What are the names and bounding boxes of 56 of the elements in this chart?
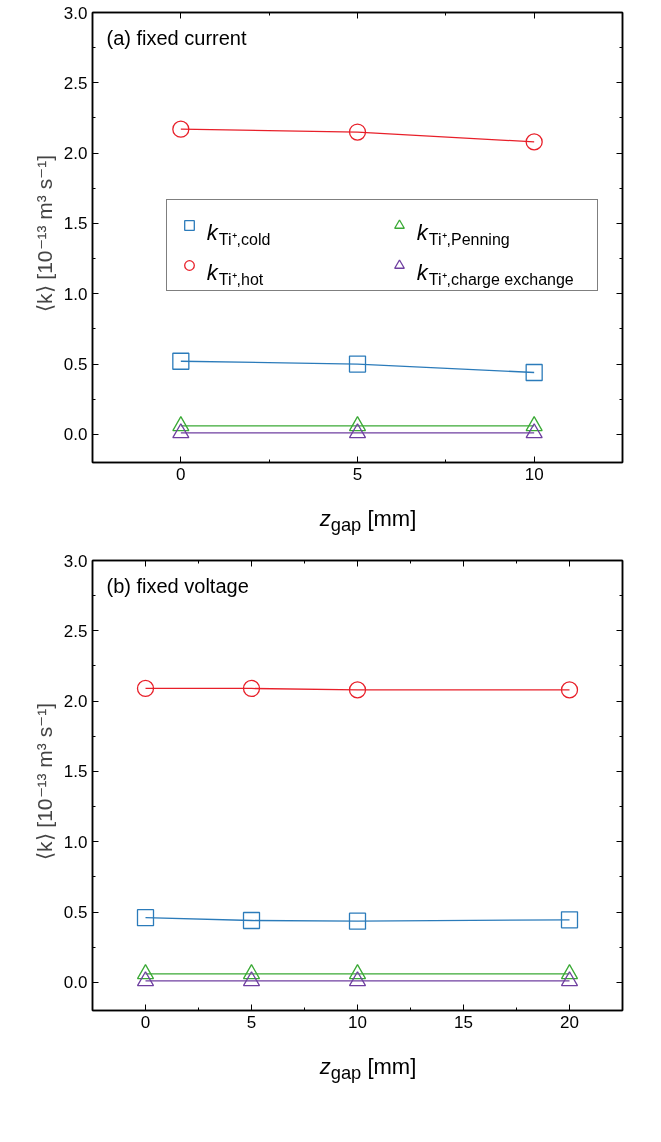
y-tick-label: 2.0 [63, 144, 88, 164]
y-tick-label: 1.5 [63, 762, 88, 782]
point [172, 352, 190, 370]
point [348, 964, 367, 980]
y-tick-label: 0.0 [63, 973, 88, 993]
y-tick-label: 2.0 [63, 692, 88, 712]
point [560, 681, 579, 699]
point [525, 363, 543, 382]
x-tick-label: 0 [176, 464, 186, 484]
y-tick-label: 2.5 [63, 73, 88, 93]
x-tick-label: 15 [454, 1012, 473, 1032]
point [348, 355, 367, 373]
point [136, 679, 155, 698]
y-tick-label: 1.5 [63, 214, 88, 234]
point [136, 909, 155, 927]
point [136, 964, 155, 980]
point [525, 416, 543, 432]
point [136, 971, 155, 987]
y-axis-title: ⟨k⟩ [10⁻¹³ m³ s⁻¹] [32, 703, 56, 860]
text: (b) fixed voltage [106, 574, 249, 597]
point [242, 911, 261, 930]
point [348, 681, 367, 699]
x-axis-title: z$_{gap}$ [mm] [319, 1053, 417, 1086]
x-tick-label: 20 [560, 1012, 579, 1032]
point [348, 971, 367, 987]
point [172, 120, 190, 138]
point [348, 423, 367, 439]
x-axis-title: z$_{gap}$ [mm] [319, 505, 417, 538]
point [560, 964, 579, 980]
point [525, 133, 543, 151]
x-tick-label: 5 [246, 1012, 257, 1032]
point [172, 423, 190, 439]
point [560, 971, 579, 987]
y-tick-label: 1.0 [63, 284, 88, 304]
point [348, 123, 367, 141]
y-tick-label: 3.0 [63, 3, 88, 23]
point [242, 971, 261, 987]
y-tick-label: 2.5 [63, 621, 88, 641]
point [348, 912, 367, 930]
x-tick-label: 0 [140, 1012, 151, 1032]
point [525, 423, 543, 439]
y-tick-label: 1.0 [63, 832, 88, 852]
point [560, 911, 579, 929]
x-tick-label: 5 [352, 464, 363, 484]
point [348, 416, 367, 432]
x-tick-label: 10 [524, 464, 544, 484]
text: (a) fixed current [106, 26, 247, 49]
point [172, 416, 190, 432]
point [242, 964, 261, 980]
x-tick-label: 10 [348, 1012, 367, 1032]
y-tick-label: 0.5 [63, 903, 88, 923]
y-tick-label: 0.5 [63, 355, 88, 375]
point [242, 679, 261, 698]
y-tick-label: 0.0 [63, 425, 88, 445]
y-axis-title: ⟨k⟩ [10⁻¹³ m³ s⁻¹] [32, 155, 56, 312]
y-tick-label: 3.0 [63, 551, 88, 571]
